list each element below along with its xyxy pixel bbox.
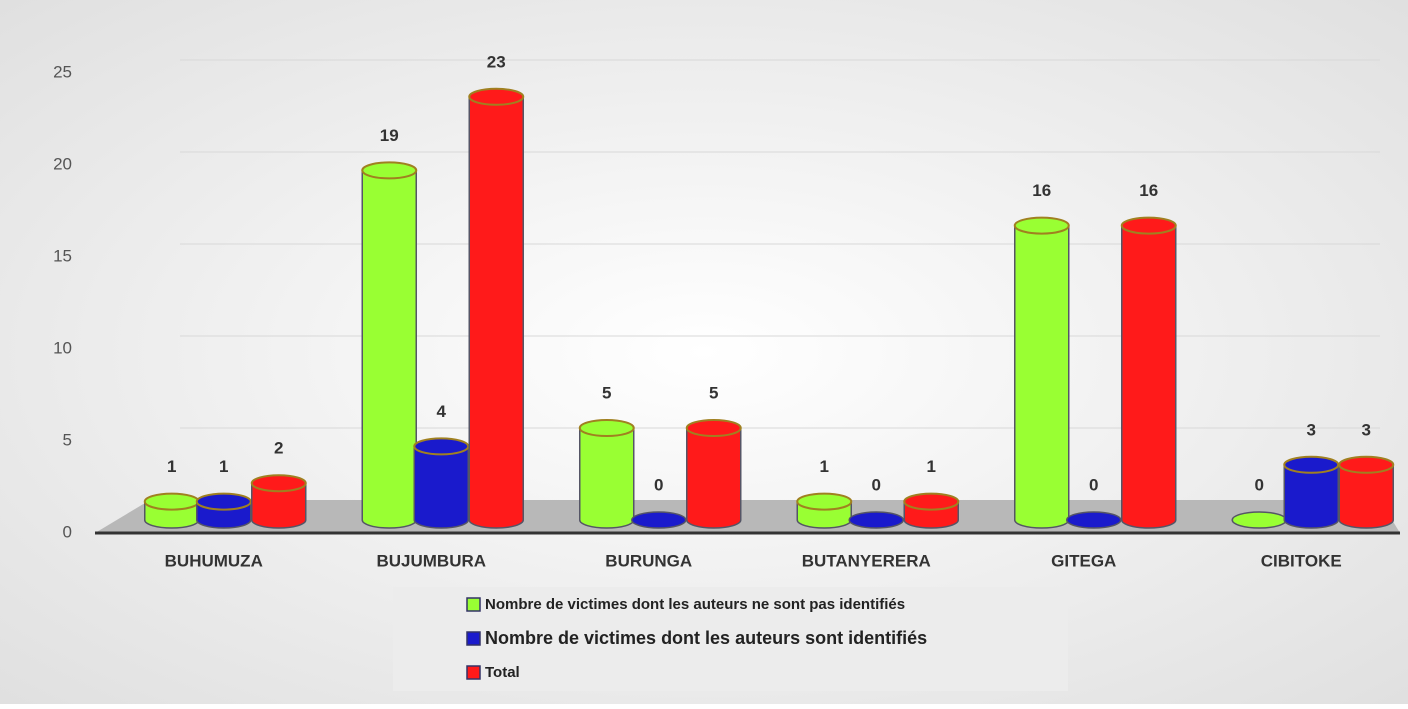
- y-tick-label: 25: [53, 62, 72, 81]
- value-label: 2: [274, 439, 283, 458]
- cylinder: [1120, 216, 1177, 529]
- cylinder: [1231, 511, 1287, 529]
- value-label: 0: [872, 475, 881, 494]
- value-label: 5: [709, 383, 718, 402]
- value-label: 0: [654, 475, 663, 494]
- cylinder-top: [1120, 216, 1177, 235]
- cylinder-body: [1339, 464, 1394, 520]
- cylinder: [903, 492, 960, 529]
- value-label: 1: [219, 457, 228, 476]
- cylinder: [1066, 511, 1122, 529]
- cylinder-body: [1014, 225, 1069, 520]
- y-tick-label: 5: [63, 430, 72, 449]
- value-label: 3: [1362, 420, 1371, 439]
- cylinder-body: [414, 446, 469, 520]
- cylinder-top: [468, 87, 525, 106]
- cylinder-body: [686, 428, 741, 520]
- cylinder-top: [195, 492, 252, 511]
- cylinder: [143, 492, 200, 529]
- legend-label: Nombre de victimes dont les auteurs ne s…: [485, 596, 905, 613]
- value-label: 0: [1089, 475, 1098, 494]
- cylinder-base: [1231, 511, 1287, 529]
- cylinder-top: [685, 419, 742, 437]
- cylinder: [1013, 216, 1070, 529]
- cylinder: [685, 419, 742, 529]
- legend-label: Nombre de victimes dont les auteurs sont…: [485, 628, 927, 648]
- cylinder: [848, 511, 904, 529]
- legend: [393, 587, 1068, 691]
- cylinder-top: [361, 161, 418, 180]
- cylinder: [468, 87, 525, 529]
- y-tick-label: 15: [53, 246, 72, 265]
- cylinder: [631, 511, 687, 529]
- x-tick-label: BURUNGA: [605, 551, 692, 570]
- cylinder: [361, 161, 418, 529]
- x-tick-label: GITEGA: [1051, 551, 1116, 570]
- value-label: 23: [487, 52, 506, 71]
- y-tick-label: 10: [53, 338, 72, 357]
- cylinder-body: [1284, 464, 1339, 520]
- value-label: 5: [602, 383, 611, 402]
- x-tick-label: BUJUMBURA: [376, 551, 486, 570]
- cylinder: [1283, 455, 1340, 529]
- cylinder-top: [413, 437, 470, 456]
- cylinder-top: [143, 492, 200, 511]
- cylinder: [796, 492, 853, 529]
- value-label: 19: [380, 126, 399, 145]
- cylinder-top: [250, 474, 307, 493]
- legend-swatch: [466, 665, 481, 680]
- x-tick-label: BUTANYERERA: [802, 551, 931, 570]
- cylinder: [1338, 455, 1395, 529]
- cylinder-body: [362, 170, 417, 520]
- y-tick-label: 0: [63, 522, 72, 541]
- value-label: 1: [927, 457, 936, 476]
- x-tick-label: CIBITOKE: [1261, 551, 1342, 570]
- legend-swatch: [466, 597, 481, 612]
- cylinder-top: [903, 492, 960, 511]
- cylinder-top: [1283, 455, 1340, 474]
- cylinder-body: [1121, 225, 1176, 520]
- cylinder-base: [848, 511, 904, 529]
- value-label: 3: [1307, 420, 1316, 439]
- cylinder: [250, 474, 307, 529]
- value-label: 4: [437, 402, 447, 421]
- cylinder-body: [579, 428, 634, 520]
- cylinder-top: [1013, 216, 1070, 235]
- value-label: 0: [1255, 475, 1264, 494]
- cylinder-body: [469, 96, 524, 521]
- cylinder: [195, 492, 252, 529]
- cylinder-top: [1338, 455, 1395, 474]
- value-label: 1: [167, 457, 176, 476]
- cylinder-top: [578, 419, 635, 437]
- legend-label: Total: [485, 664, 520, 681]
- value-label: 1: [820, 457, 829, 476]
- cylinder-top: [796, 492, 853, 511]
- y-tick-label: 20: [53, 154, 72, 173]
- cylinder-base: [1066, 511, 1122, 529]
- cylinder-base: [631, 511, 687, 529]
- legend-swatch: [466, 631, 481, 646]
- value-label: 16: [1032, 181, 1051, 200]
- cylinder: [413, 437, 470, 529]
- value-label: 16: [1139, 181, 1158, 200]
- x-tick-label: BUHUMUZA: [165, 551, 263, 570]
- cylinder: [578, 419, 635, 529]
